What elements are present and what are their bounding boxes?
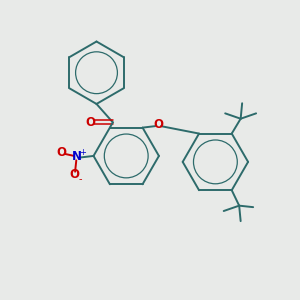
Text: O: O — [57, 146, 67, 159]
Text: -: - — [78, 174, 82, 184]
Text: O: O — [69, 168, 79, 181]
Text: O: O — [153, 118, 163, 131]
Text: +: + — [79, 148, 86, 157]
Text: O: O — [85, 116, 95, 129]
Text: N: N — [72, 150, 82, 163]
